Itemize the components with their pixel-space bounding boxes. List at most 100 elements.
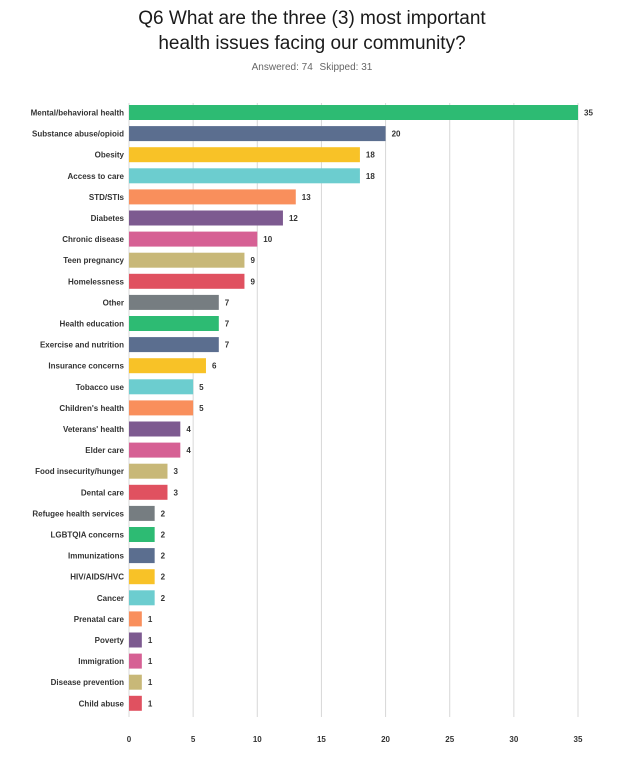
bar — [129, 316, 219, 331]
bar — [129, 126, 386, 142]
category-label: Immigration — [78, 657, 124, 666]
bar — [129, 400, 194, 416]
bar — [129, 527, 155, 542]
category-label: Disease prevention — [51, 678, 124, 687]
bar — [129, 505, 155, 521]
category-label: Substance abuse/opioid — [32, 130, 124, 139]
data-label: 2 — [161, 573, 166, 582]
skipped-count: Skipped: 31 — [319, 62, 373, 73]
category-label: Exercise and nutrition — [40, 341, 124, 350]
bar — [129, 231, 258, 247]
bar — [129, 210, 283, 226]
category-label: Food insecurity/hunger — [35, 467, 124, 476]
category-label: Poverty — [95, 636, 125, 645]
category-label: Child abuse — [79, 699, 125, 708]
data-label: 35 — [584, 109, 593, 118]
data-label: 1 — [148, 678, 153, 687]
bar — [129, 168, 360, 184]
bar — [129, 695, 142, 711]
bar — [129, 632, 142, 648]
category-label: Children's health — [59, 404, 124, 413]
x-tick-label: 25 — [445, 735, 454, 744]
bar — [129, 653, 142, 669]
data-label: 20 — [392, 130, 401, 139]
bar — [129, 147, 360, 163]
data-label: 7 — [225, 341, 230, 350]
category-label: HIV/AIDS/HVC — [70, 573, 124, 582]
category-label: Homelessness — [68, 277, 125, 286]
data-label: 3 — [173, 467, 178, 476]
data-label: 3 — [173, 488, 178, 497]
bar — [129, 548, 155, 564]
bar — [129, 337, 219, 353]
x-tick-label: 0 — [127, 735, 132, 744]
bar — [129, 252, 245, 268]
data-label: 13 — [302, 193, 311, 202]
category-label: Diabetes — [91, 214, 125, 223]
bar — [129, 484, 168, 500]
category-label: Other — [103, 298, 124, 307]
x-tick-label: 20 — [381, 735, 390, 744]
bar — [129, 358, 206, 374]
x-tick-label: 30 — [509, 735, 518, 744]
category-label: LGBTQIA concerns — [51, 531, 125, 540]
data-label: 7 — [225, 320, 230, 329]
chart-title: Q6 What are the three (3) most important… — [138, 8, 486, 54]
category-label: Refugee health services — [32, 509, 124, 518]
data-label: 4 — [186, 425, 191, 434]
category-label: Prenatal care — [74, 615, 125, 624]
category-label: Health education — [60, 320, 125, 329]
category-label: Elder care — [85, 446, 124, 455]
category-label: Cancer — [97, 594, 124, 603]
data-label: 2 — [161, 594, 166, 603]
data-label: 2 — [161, 509, 166, 518]
data-label: 7 — [225, 298, 230, 307]
category-label: Teen pregnancy — [63, 256, 124, 265]
data-label: 9 — [250, 277, 255, 286]
category-label: Obesity — [95, 151, 125, 160]
category-label: STD/STIs — [89, 193, 125, 202]
data-label: 18 — [366, 172, 375, 181]
x-tick-label: 10 — [253, 735, 262, 744]
category-label: Immunizations — [68, 552, 125, 561]
x-tick-label: 15 — [317, 735, 326, 744]
category-label: Veterans' health — [63, 425, 124, 434]
data-label: 18 — [366, 151, 375, 160]
response-stats: Answered: 74 Skipped: 31 — [0, 62, 624, 73]
data-label: 1 — [148, 636, 153, 645]
bar — [129, 569, 155, 585]
category-label: Access to care — [68, 172, 125, 181]
bar — [129, 590, 155, 606]
category-label: Tobacco use — [76, 383, 125, 392]
bar — [129, 273, 245, 289]
bar — [129, 189, 296, 205]
data-label: 2 — [161, 531, 166, 540]
data-label: 2 — [161, 552, 166, 561]
bar — [129, 463, 168, 479]
bar — [129, 105, 578, 120]
category-label: Dental care — [81, 488, 125, 497]
x-tick-label: 35 — [574, 735, 583, 744]
data-label: 6 — [212, 362, 217, 371]
data-label: 4 — [186, 446, 191, 455]
category-label: Insurance concerns — [48, 362, 124, 371]
bar — [129, 379, 194, 395]
category-label: Chronic disease — [62, 235, 124, 244]
data-label: 9 — [250, 256, 255, 265]
bar — [129, 611, 142, 627]
data-label: 5 — [199, 404, 204, 413]
x-tick-label: 5 — [191, 735, 196, 744]
category-label: Mental/behavioral health — [31, 109, 124, 118]
answered-count: Answered: 74 — [251, 62, 313, 73]
bar — [129, 421, 181, 437]
data-label: 1 — [148, 657, 153, 666]
data-label: 12 — [289, 214, 298, 223]
data-label: 1 — [148, 615, 153, 624]
bar — [129, 674, 142, 690]
bar — [129, 442, 181, 458]
data-label: 10 — [263, 235, 272, 244]
bar — [129, 294, 219, 310]
data-label: 5 — [199, 383, 204, 392]
data-label: 1 — [148, 699, 153, 708]
